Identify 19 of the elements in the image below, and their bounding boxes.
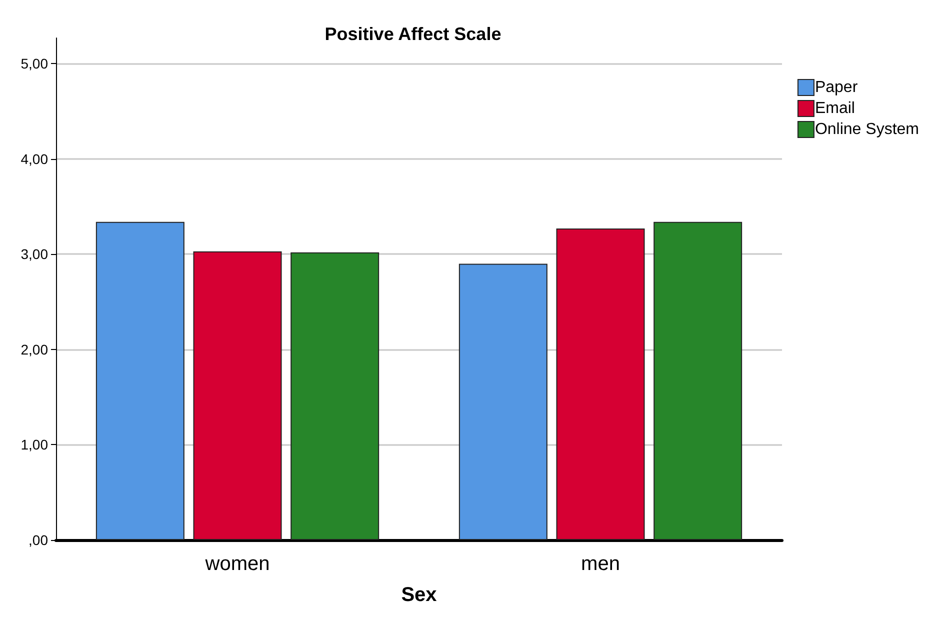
y-tick-label: 5,00	[20, 56, 48, 72]
y-tick-label: 4,00	[20, 150, 48, 167]
y-tick-label: 3,00	[20, 246, 48, 262]
bar	[556, 228, 645, 540]
legend-label: Email	[814, 100, 855, 117]
bar	[193, 251, 282, 540]
x-axis-title: Sex	[401, 584, 437, 606]
x-tick-label: women	[204, 553, 270, 575]
bar	[96, 222, 184, 540]
bar	[458, 264, 548, 540]
y-tick-label: 1,00	[20, 436, 48, 453]
bar	[290, 252, 380, 540]
chart-title: Positive Affect Scale	[324, 24, 502, 44]
y-tick-label: 2,00	[20, 341, 48, 358]
bar	[654, 222, 742, 540]
legend-label: Online System	[814, 121, 920, 138]
y-tick-label: ,00	[28, 532, 48, 548]
legend-label: Paper	[814, 79, 858, 96]
x-tick-label: men	[581, 553, 620, 575]
